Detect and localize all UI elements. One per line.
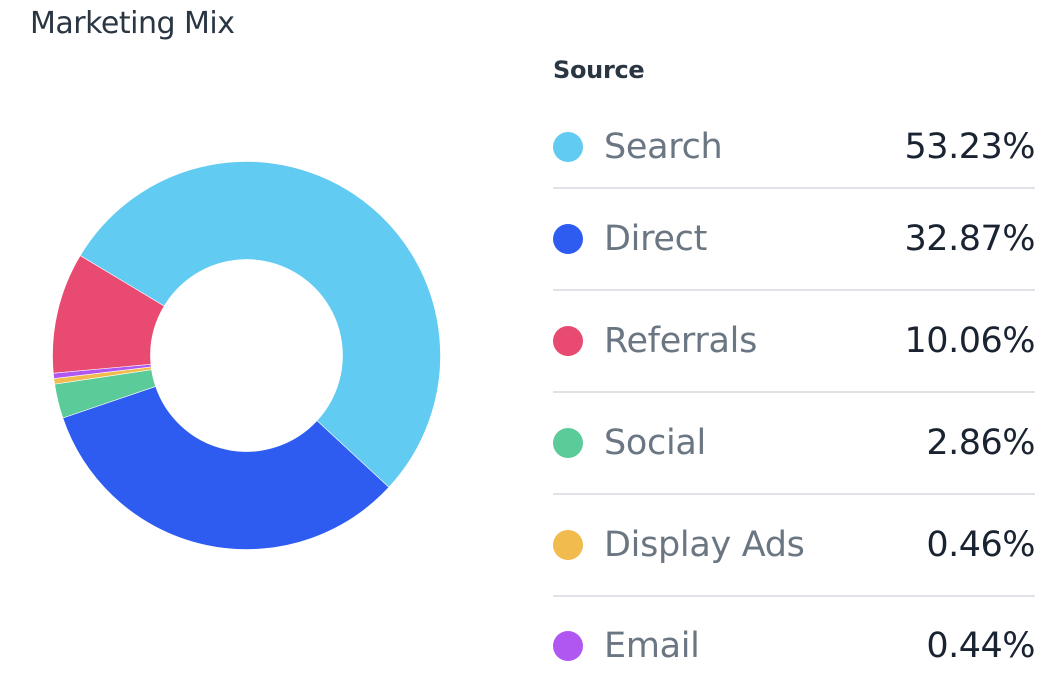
chart-title: Marketing Mix (30, 6, 235, 41)
legend-row-direct[interactable]: Direct 32.87% (553, 189, 1036, 291)
slice-direct[interactable] (62, 386, 390, 550)
legend-row-referrals[interactable]: Referrals 10.06% (553, 291, 1036, 393)
donut-chart (52, 161, 441, 550)
legend-label-direct: Direct (604, 219, 707, 259)
legend-title: Source (553, 56, 645, 84)
legend-value-search: 53.23% (904, 127, 1036, 167)
legend-value-display-ads: 0.46% (926, 525, 1035, 565)
legend-value-referrals: 10.06% (904, 321, 1036, 361)
legend-row-email[interactable]: Email 0.44% (553, 597, 1035, 695)
legend: Source Search 53.23% Direct 32.87% Referrals… (553, 52, 1036, 695)
legend-dot-referrals (553, 326, 583, 356)
legend-dot-search (553, 132, 583, 162)
legend-label-social: Social (604, 423, 706, 463)
legend-label-referrals: Referrals (604, 321, 758, 361)
legend-row-display-ads[interactable]: Display Ads 0.46% (553, 495, 1035, 597)
legend-rows: Search 53.23% Direct 32.87% Referrals 10.06% S… (553, 107, 1036, 695)
legend-row-social[interactable]: Social 2.86% (553, 393, 1035, 495)
legend-value-direct: 32.87% (904, 219, 1036, 259)
slice-search[interactable] (79, 161, 441, 488)
legend-label-email: Email (604, 626, 700, 666)
legend-label-display-ads: Display Ads (604, 525, 805, 565)
donut-chart-svg (52, 161, 441, 550)
legend-dot-social (553, 428, 583, 458)
legend-dot-direct (553, 224, 583, 254)
slice-referrals[interactable] (52, 255, 165, 374)
legend-dot-display-ads (553, 530, 583, 560)
legend-row-search[interactable]: Search 53.23% (553, 107, 1036, 189)
legend-label-search: Search (604, 127, 723, 167)
legend-value-email: 0.44% (926, 626, 1035, 666)
legend-value-social: 2.86% (926, 423, 1035, 463)
legend-dot-email (553, 631, 583, 661)
